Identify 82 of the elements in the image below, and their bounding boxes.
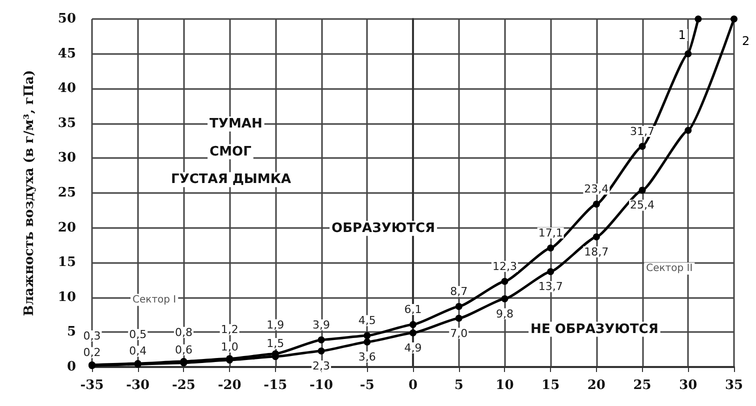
y-tick-label: 10 bbox=[58, 290, 76, 305]
data-label: 18,7 bbox=[584, 245, 609, 258]
data-label: 25,4 bbox=[630, 198, 655, 212]
data-label: 0,6 bbox=[174, 343, 192, 356]
point bbox=[318, 336, 325, 344]
y-tick-label: 45 bbox=[58, 46, 76, 62]
point bbox=[592, 200, 600, 208]
data-label: 12,3 bbox=[492, 260, 517, 273]
data-label: 17,1 bbox=[538, 226, 563, 240]
data-label: 9,8 bbox=[496, 307, 514, 320]
x-tick-label: 5 bbox=[454, 378, 464, 393]
x-tick-label: 25 bbox=[633, 378, 652, 393]
annotation: НЕ ОБРАЗУЮТСЯ bbox=[530, 322, 658, 337]
x-tick-label: 15 bbox=[542, 378, 560, 393]
x-tick-label: -30 bbox=[126, 378, 150, 393]
data-label: 1,0 bbox=[220, 340, 238, 354]
point bbox=[638, 142, 646, 150]
point bbox=[547, 268, 554, 276]
y-tick-label: 40 bbox=[58, 81, 76, 96]
point bbox=[730, 16, 738, 22]
point bbox=[694, 16, 702, 22]
y-tick-label: 5 bbox=[66, 324, 76, 340]
data-label: 3,6 bbox=[358, 350, 376, 364]
data-label: 4,9 bbox=[404, 341, 422, 354]
x-tick-label: 0 bbox=[408, 378, 418, 393]
x-tick-label: 35 bbox=[724, 378, 744, 393]
point bbox=[410, 321, 416, 328]
x-tick-label: -25 bbox=[172, 378, 196, 393]
x-tick-label: -15 bbox=[264, 378, 288, 393]
point bbox=[501, 278, 508, 285]
data-label: 7,0 bbox=[450, 326, 468, 340]
x-tick-label: -5 bbox=[360, 378, 374, 393]
data-label: 1,2 bbox=[220, 323, 238, 336]
annotation: Сектор I bbox=[132, 294, 176, 306]
data-label: 13,7 bbox=[538, 280, 563, 294]
series-label: 2 bbox=[742, 34, 750, 48]
annotation: ТУМАН bbox=[210, 116, 262, 132]
point bbox=[638, 186, 646, 194]
data-label: 0,5 bbox=[129, 328, 147, 342]
point bbox=[318, 347, 325, 354]
data-label: 3,9 bbox=[312, 318, 330, 332]
y-tick-label: 15 bbox=[58, 255, 76, 270]
data-label: 4,5 bbox=[358, 314, 376, 328]
data-label: 1,5 bbox=[266, 337, 284, 350]
data-label: 0,3 bbox=[83, 329, 101, 342]
point bbox=[501, 295, 508, 302]
data-label: 0,2 bbox=[83, 346, 101, 360]
data-label: 23,4 bbox=[584, 182, 609, 196]
x-tick-label: -10 bbox=[310, 378, 334, 393]
data-label: 8,7 bbox=[450, 284, 468, 298]
series-label: 1 bbox=[678, 28, 686, 42]
y-tick-label: 25 bbox=[58, 186, 76, 200]
data-label: 31,7 bbox=[630, 124, 655, 138]
annotation: ГУСТАЯ ДЫМКА bbox=[171, 172, 292, 188]
x-tick-label: 10 bbox=[496, 378, 514, 393]
data-label: 6,1 bbox=[404, 303, 422, 316]
x-tick-label: -20 bbox=[218, 378, 242, 393]
point bbox=[364, 332, 371, 340]
y-tick-label: 30 bbox=[58, 150, 76, 166]
point bbox=[684, 50, 692, 58]
point bbox=[455, 314, 462, 322]
annotation: СМОГ bbox=[210, 144, 252, 160]
point bbox=[455, 302, 462, 310]
y-axis-title: Влажность воздуха (в г/м³, гПа) bbox=[22, 70, 37, 316]
annotation: Сектор II bbox=[646, 263, 693, 274]
annotation: ОБРАЗУЮТСЯ bbox=[332, 220, 436, 236]
y-tick-label: 50 bbox=[58, 12, 76, 26]
x-tick-label: 20 bbox=[587, 378, 606, 393]
y-tick-label: 0 bbox=[66, 360, 76, 374]
data-label: 0,8 bbox=[174, 326, 192, 339]
point bbox=[410, 329, 416, 336]
x-tick-label: 30 bbox=[679, 378, 698, 393]
y-tick-label: 20 bbox=[58, 220, 76, 236]
point bbox=[364, 338, 371, 346]
x-tick-label: -35 bbox=[80, 378, 104, 393]
data-label: 0,4 bbox=[129, 344, 147, 358]
point bbox=[547, 244, 554, 252]
data-label: 1,9 bbox=[266, 318, 284, 332]
y-tick-label: 35 bbox=[58, 116, 76, 131]
point bbox=[684, 126, 692, 134]
point bbox=[592, 233, 600, 240]
data-label: 2,3 bbox=[312, 359, 330, 372]
